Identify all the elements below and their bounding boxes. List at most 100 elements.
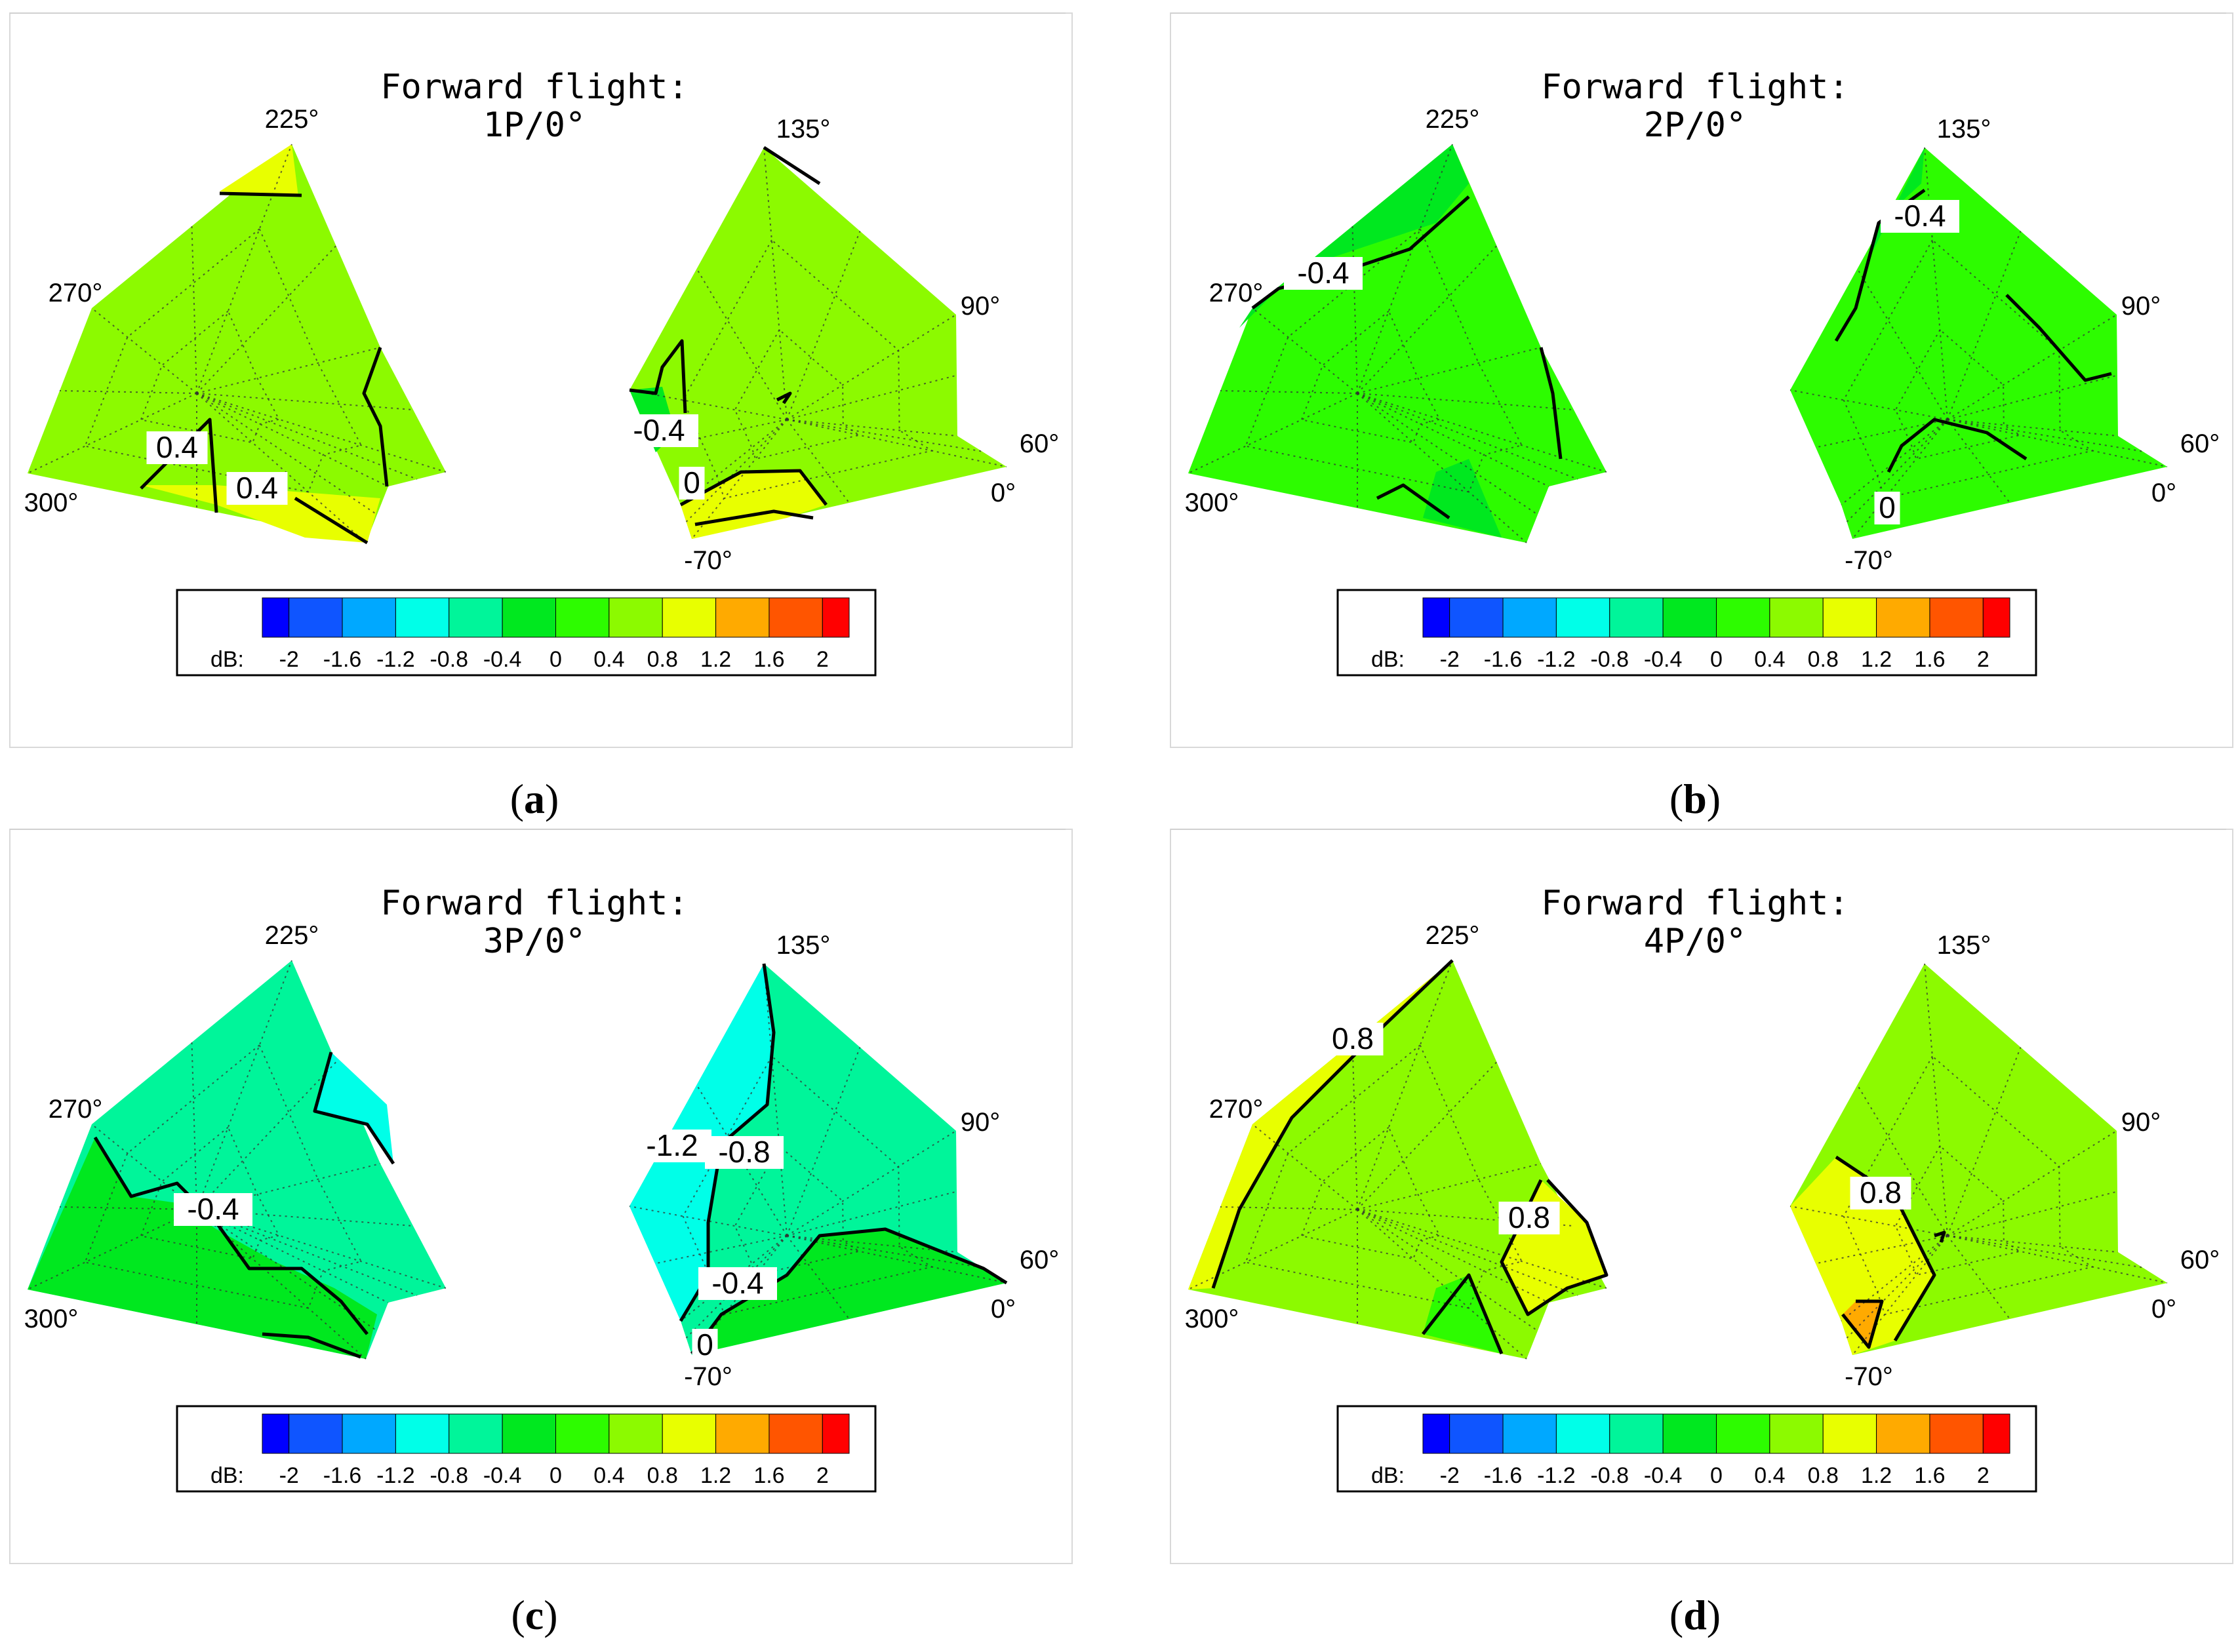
contour-line — [93, 1136, 369, 1335]
panel-title-line2: 3P/0° — [483, 922, 586, 961]
right-map-fill — [1790, 148, 2167, 539]
colorbar-swatch — [1555, 1413, 1610, 1454]
colorbar-tick-label: -0.8 — [1590, 1463, 1629, 1488]
grid-spoke — [1947, 231, 2022, 420]
colorbar-tick-label: -0.8 — [1590, 647, 1629, 672]
contour-line — [313, 1052, 395, 1165]
region-left_upper_band — [1239, 144, 1469, 328]
colorbar-swatch — [1769, 1413, 1824, 1454]
angle-label-right: -70° — [684, 1362, 732, 1391]
colorbar-tick-label: 1.2 — [700, 647, 731, 672]
contour-label-bg — [705, 1136, 784, 1169]
contour-line — [763, 146, 821, 186]
colorbar-swatch — [1716, 597, 1770, 638]
contour-label: -0.4 — [633, 413, 685, 447]
grid-spoke — [196, 1163, 381, 1210]
grid-spoke — [1351, 226, 1358, 394]
grid-spoke — [1846, 1235, 1948, 1339]
grid-spoke — [196, 1061, 337, 1210]
grid-spoke — [91, 307, 197, 394]
grid-spoke — [1357, 1209, 1578, 1296]
contour-label-bg — [1881, 200, 1959, 233]
colorbar-swatch — [1929, 1413, 1984, 1454]
contour-label-bg — [692, 1329, 718, 1362]
angle-label-left: 225° — [1426, 105, 1480, 134]
grid-spoke — [691, 419, 788, 540]
contour-label: 0.4 — [236, 471, 278, 505]
colorbar-frame — [1336, 589, 2037, 677]
grid-spoke — [1924, 963, 1948, 1236]
grid-spoke — [196, 393, 414, 410]
grid-ring — [1843, 1055, 2094, 1316]
region-left_bottom_patch — [1423, 459, 1502, 538]
grid-spoke — [691, 1235, 788, 1356]
colorbar-tick-label: -1.6 — [323, 647, 362, 672]
colorbar-swatch — [1929, 597, 1984, 638]
region-left_top_tip — [220, 144, 298, 197]
colorbar-tick-label: 0.8 — [1808, 1463, 1839, 1488]
angle-label-left: 300° — [1185, 1305, 1239, 1333]
grid-spoke — [1947, 314, 2117, 420]
colorbar-tick-label: -1.6 — [1484, 1463, 1523, 1488]
contour-label: 0 — [1879, 490, 1896, 524]
angle-label-right: 90° — [961, 1108, 1001, 1137]
colorbar-tick-label: 2 — [1977, 647, 1989, 672]
colorbar: dB: -2 -1.6 -1.2 -0.8 -0.4 0 0.4 0.8 1.2 1.6 2 — [176, 1405, 877, 1493]
grid-spoke — [654, 1235, 788, 1265]
colorbar-tick-label: -0.8 — [430, 647, 468, 672]
colorbar-swatch — [1769, 597, 1824, 638]
grid-spoke — [1357, 1163, 1542, 1210]
grid-spoke — [1357, 245, 1498, 394]
colorbar-swatch — [1422, 597, 1450, 638]
contour-label: -0.4 — [187, 1192, 239, 1226]
panel-caption: (b) — [1669, 776, 1721, 822]
contour-line — [294, 496, 369, 545]
colorbar-swatch — [289, 1413, 343, 1454]
region-left_right_notch — [315, 1052, 393, 1164]
left-map-fill — [1188, 144, 1607, 543]
colorbar-swatch — [262, 597, 290, 638]
contour-label: -0.4 — [1894, 199, 1946, 233]
grid-spoke — [191, 1042, 197, 1210]
grid-spoke — [685, 419, 788, 522]
grid-spoke — [1357, 1209, 1538, 1331]
colorbar-swatch — [822, 597, 850, 638]
colorbar-swatch — [1555, 597, 1610, 638]
colorbar-swatch — [609, 1413, 663, 1454]
region-left_outer_strip — [1188, 960, 1452, 1289]
colorbar-swatch — [769, 1413, 823, 1454]
colorbar-swatch — [395, 597, 450, 638]
grid-spoke — [1815, 419, 1948, 448]
grid-spoke — [196, 393, 418, 480]
contour-line — [219, 191, 302, 197]
contour-label: 0.8 — [1508, 1200, 1550, 1234]
colorbar-tick-label: 0 — [550, 647, 562, 672]
contour-label: -0.4 — [711, 1266, 763, 1300]
grid-spoke — [1357, 1209, 1574, 1227]
colorbar-tick-label: 0 — [550, 1463, 562, 1488]
grid-ring — [1245, 227, 1523, 493]
grid-ring — [140, 1126, 280, 1260]
colorbar-tick-label: 0.4 — [1754, 1463, 1785, 1488]
grid-spoke — [786, 1235, 1007, 1284]
grid-spoke — [1357, 393, 1607, 473]
grid-spoke — [680, 1235, 788, 1322]
contour-line — [1422, 1273, 1504, 1354]
grid-spoke — [786, 419, 1007, 467]
colorbar-swatch — [1609, 597, 1664, 638]
colorbar-unit-label: dB: — [1371, 1463, 1405, 1488]
colorbar-tick-label: -2 — [1440, 647, 1460, 672]
grid-spoke — [1357, 1209, 1549, 1303]
contour-label-bg — [1322, 1023, 1384, 1055]
grid-ring — [682, 1055, 934, 1316]
contour-line — [679, 469, 828, 507]
contour-label-bg — [1498, 1202, 1560, 1234]
angle-label-right: 60° — [2180, 1246, 2220, 1274]
colorbar-tick-label: -1.2 — [376, 1463, 415, 1488]
contour-line — [629, 339, 687, 414]
colorbar-tick-label: -0.4 — [483, 1463, 522, 1488]
colorbar-frame — [176, 1405, 877, 1493]
grid-spoke — [1947, 1130, 2117, 1236]
colorbar-swatch — [715, 597, 770, 638]
grid-spoke — [1357, 1209, 1527, 1360]
